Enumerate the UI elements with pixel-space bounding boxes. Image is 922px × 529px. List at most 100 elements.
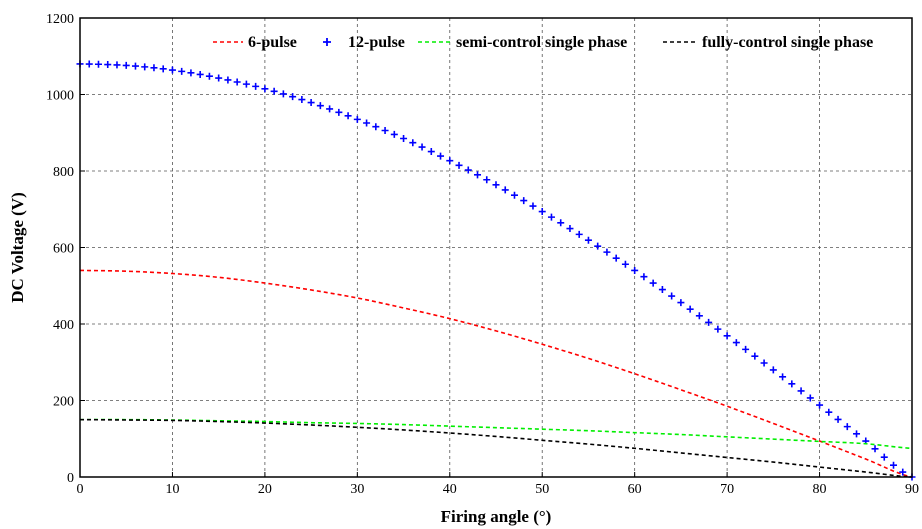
plus-marker bbox=[594, 242, 602, 250]
plus-marker bbox=[686, 305, 694, 313]
plus-marker bbox=[316, 102, 324, 110]
plus-marker bbox=[640, 273, 648, 281]
plus-marker bbox=[390, 130, 398, 138]
plus-marker bbox=[779, 373, 787, 381]
x-tick-label: 60 bbox=[628, 482, 642, 497]
plus-marker bbox=[501, 186, 509, 194]
plus-marker bbox=[252, 82, 260, 90]
plus-marker bbox=[104, 61, 112, 69]
plus-marker bbox=[890, 461, 898, 469]
series-line bbox=[79, 418, 913, 450]
plus-marker bbox=[427, 148, 435, 156]
legend-label: fully-control single phase bbox=[702, 34, 873, 51]
plus-marker bbox=[510, 191, 518, 199]
plus-marker bbox=[409, 139, 417, 147]
plus-marker bbox=[381, 127, 389, 135]
plus-marker bbox=[279, 90, 287, 98]
plus-marker bbox=[658, 286, 666, 294]
plus-marker bbox=[575, 230, 583, 238]
plus-marker bbox=[751, 352, 759, 360]
plus-marker bbox=[233, 78, 241, 86]
plus-marker bbox=[298, 96, 306, 104]
plus-marker bbox=[289, 93, 297, 101]
plus-marker bbox=[649, 279, 657, 287]
plus-marker bbox=[187, 69, 195, 77]
x-tick-label: 20 bbox=[258, 482, 272, 497]
plus-marker bbox=[474, 171, 482, 179]
y-tick-label: 400 bbox=[53, 318, 74, 333]
plus-marker bbox=[344, 112, 352, 120]
plus-marker bbox=[178, 67, 186, 75]
plus-marker bbox=[196, 70, 204, 78]
plus-marker bbox=[418, 143, 426, 151]
plus-marker bbox=[732, 339, 740, 347]
legend-label: semi-control single phase bbox=[456, 34, 627, 51]
plus-marker bbox=[483, 176, 491, 184]
plus-marker bbox=[131, 62, 139, 70]
y-tick-label: 1200 bbox=[46, 12, 74, 27]
plus-marker bbox=[94, 60, 102, 68]
legend: 6-pulse 12-pulse semi-control single phase… bbox=[213, 34, 873, 51]
plus-marker bbox=[242, 80, 250, 88]
plus-marker bbox=[85, 60, 93, 68]
plus-marker bbox=[705, 318, 713, 326]
plus-marker bbox=[880, 453, 888, 461]
y-tick-label: 600 bbox=[53, 242, 74, 257]
plus-marker bbox=[205, 72, 213, 80]
plus-marker bbox=[326, 105, 334, 113]
plus-marker bbox=[797, 387, 805, 395]
x-tick-label: 30 bbox=[350, 482, 364, 497]
legend-marker bbox=[323, 38, 331, 46]
plus-marker bbox=[520, 197, 528, 205]
y-tick-label: 1000 bbox=[46, 89, 74, 104]
plus-marker bbox=[113, 61, 121, 69]
plus-marker bbox=[464, 166, 472, 174]
plus-marker bbox=[603, 248, 611, 256]
legend-item: 6-pulse bbox=[213, 34, 297, 51]
y-tick-label: 200 bbox=[53, 395, 74, 410]
legend-label: 12-pulse bbox=[348, 34, 405, 51]
axis-ticks: 0 10 20 30 40 50 60 70 80 90 0 200 400 600 800 1000 1200 bbox=[46, 12, 919, 497]
y-tick-label: 800 bbox=[53, 165, 74, 180]
plus-marker bbox=[825, 408, 833, 416]
plus-marker bbox=[224, 76, 232, 84]
x-tick-label: 40 bbox=[443, 482, 457, 497]
plus-marker bbox=[335, 108, 343, 116]
legend-item: 12-pulse bbox=[323, 34, 405, 51]
y-axis-title: DC Voltage (V) bbox=[8, 192, 27, 303]
grid-lines bbox=[80, 18, 912, 477]
x-tick-label: 80 bbox=[813, 482, 827, 497]
plus-marker bbox=[566, 225, 574, 233]
plus-marker bbox=[529, 202, 537, 210]
plus-marker bbox=[455, 161, 463, 169]
plus-marker bbox=[141, 63, 149, 71]
series-6-pulse bbox=[79, 269, 913, 478]
x-tick-label: 10 bbox=[165, 482, 179, 497]
plus-marker bbox=[788, 380, 796, 388]
x-tick-label: 50 bbox=[535, 482, 549, 497]
plus-marker bbox=[621, 260, 629, 268]
series-line bbox=[79, 269, 913, 478]
plus-marker bbox=[547, 213, 555, 221]
x-axis-title: Firing angle (°) bbox=[441, 507, 552, 526]
plus-marker bbox=[806, 394, 814, 402]
plus-marker bbox=[159, 65, 167, 73]
plus-marker bbox=[843, 423, 851, 431]
plus-marker bbox=[270, 87, 278, 95]
plus-marker bbox=[557, 219, 565, 227]
x-tick-label: 0 bbox=[77, 482, 84, 497]
series-fully-control-single-phase bbox=[79, 418, 913, 478]
plus-marker bbox=[760, 359, 768, 367]
plus-marker bbox=[834, 415, 842, 423]
plus-marker bbox=[372, 123, 380, 131]
plus-marker bbox=[150, 64, 158, 72]
series-semi-control-single-phase bbox=[79, 418, 913, 450]
series-12-pulse bbox=[76, 60, 916, 481]
plus-marker bbox=[668, 292, 676, 300]
plus-marker bbox=[742, 345, 750, 353]
x-tick-label: 90 bbox=[905, 482, 919, 497]
legend-item: fully-control single phase bbox=[663, 34, 873, 51]
plus-marker bbox=[437, 152, 445, 160]
x-tick-label: 70 bbox=[720, 482, 734, 497]
